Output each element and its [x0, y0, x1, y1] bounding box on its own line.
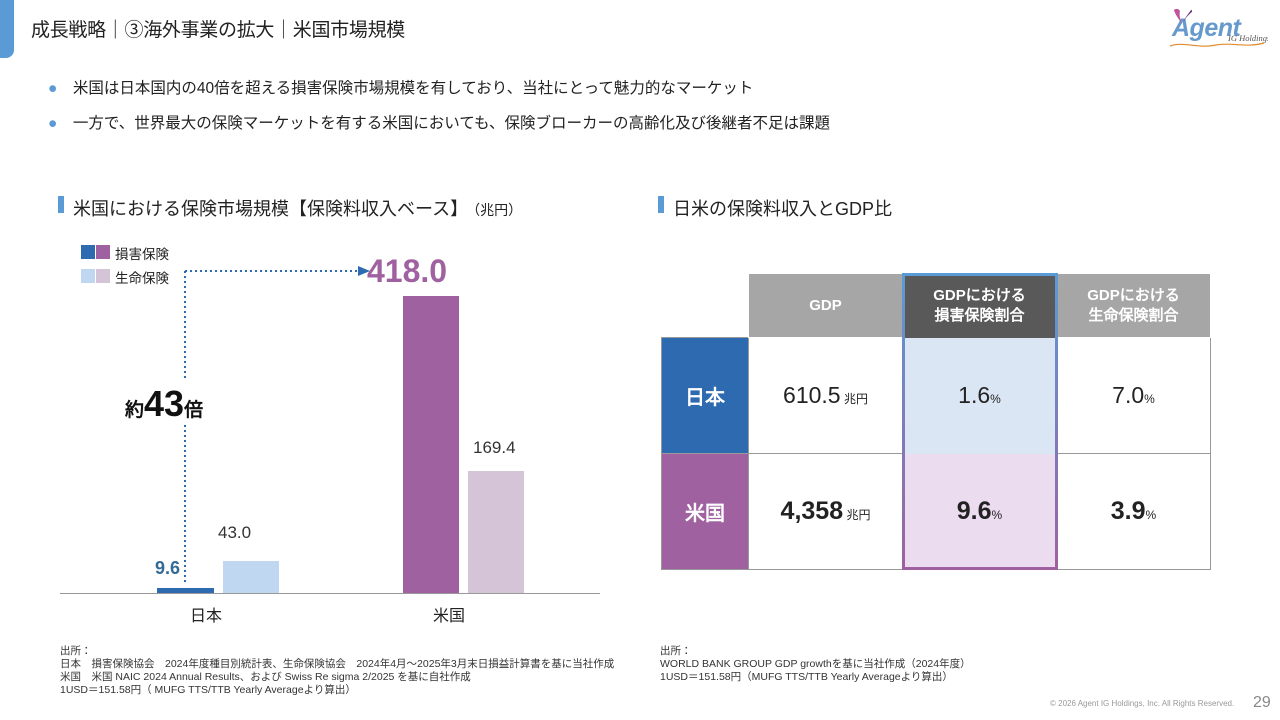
svg-text:IG Holdings: IG Holdings [1227, 33, 1268, 43]
